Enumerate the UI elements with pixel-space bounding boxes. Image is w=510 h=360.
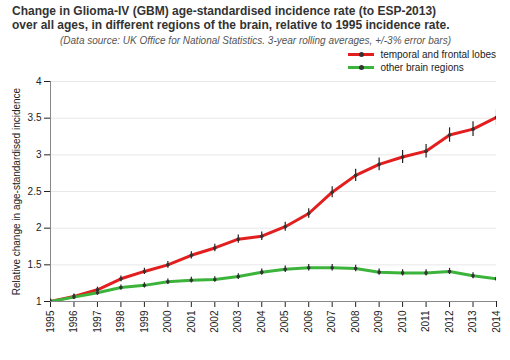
- svg-text:4: 4: [36, 76, 42, 87]
- svg-text:1998: 1998: [115, 310, 126, 333]
- svg-text:2007: 2007: [326, 310, 337, 333]
- svg-text:1996: 1996: [68, 310, 79, 333]
- html-text:(Data source: UK Office for Na: (Data source: UK Office for National Sta…: [60, 35, 451, 46]
- svg-text:2009: 2009: [373, 310, 384, 333]
- svg-text:2005: 2005: [279, 310, 290, 333]
- svg-text:2014: 2014: [491, 310, 502, 333]
- svg-text:2013: 2013: [467, 310, 478, 333]
- svg-text:2.5: 2.5: [28, 186, 42, 197]
- svg-text:2002: 2002: [209, 310, 220, 333]
- svg-text:1999: 1999: [139, 310, 150, 333]
- html-text:other brain regions: other brain regions: [380, 62, 464, 73]
- svg-text:1997: 1997: [92, 310, 103, 333]
- svg-text:2011: 2011: [420, 310, 431, 332]
- svg-text:3: 3: [36, 149, 42, 160]
- svg-text:Relative change in age-standar: Relative change in age-standardised inci…: [11, 87, 22, 295]
- html-text:Change in Glioma-IV (GBM) age-: Change in Glioma-IV (GBM) age-standardis…: [12, 4, 450, 32]
- svg-text:2004: 2004: [256, 310, 267, 333]
- svg-text:3.5: 3.5: [28, 112, 42, 123]
- svg-text:1.5: 1.5: [28, 259, 42, 270]
- svg-text:2000: 2000: [162, 310, 173, 333]
- svg-text:2003: 2003: [232, 310, 243, 333]
- svg-text:1: 1: [36, 296, 42, 307]
- svg-text:2010: 2010: [397, 310, 408, 333]
- svg-text:2: 2: [36, 222, 42, 233]
- svg-text:1995: 1995: [45, 310, 56, 333]
- html-text:temporal and frontal lobes: temporal and frontal lobes: [380, 49, 496, 60]
- svg-text:2001: 2001: [186, 310, 197, 333]
- svg-text:2012: 2012: [444, 310, 455, 333]
- svg-text:2008: 2008: [350, 310, 361, 333]
- svg-text:2006: 2006: [303, 310, 314, 333]
